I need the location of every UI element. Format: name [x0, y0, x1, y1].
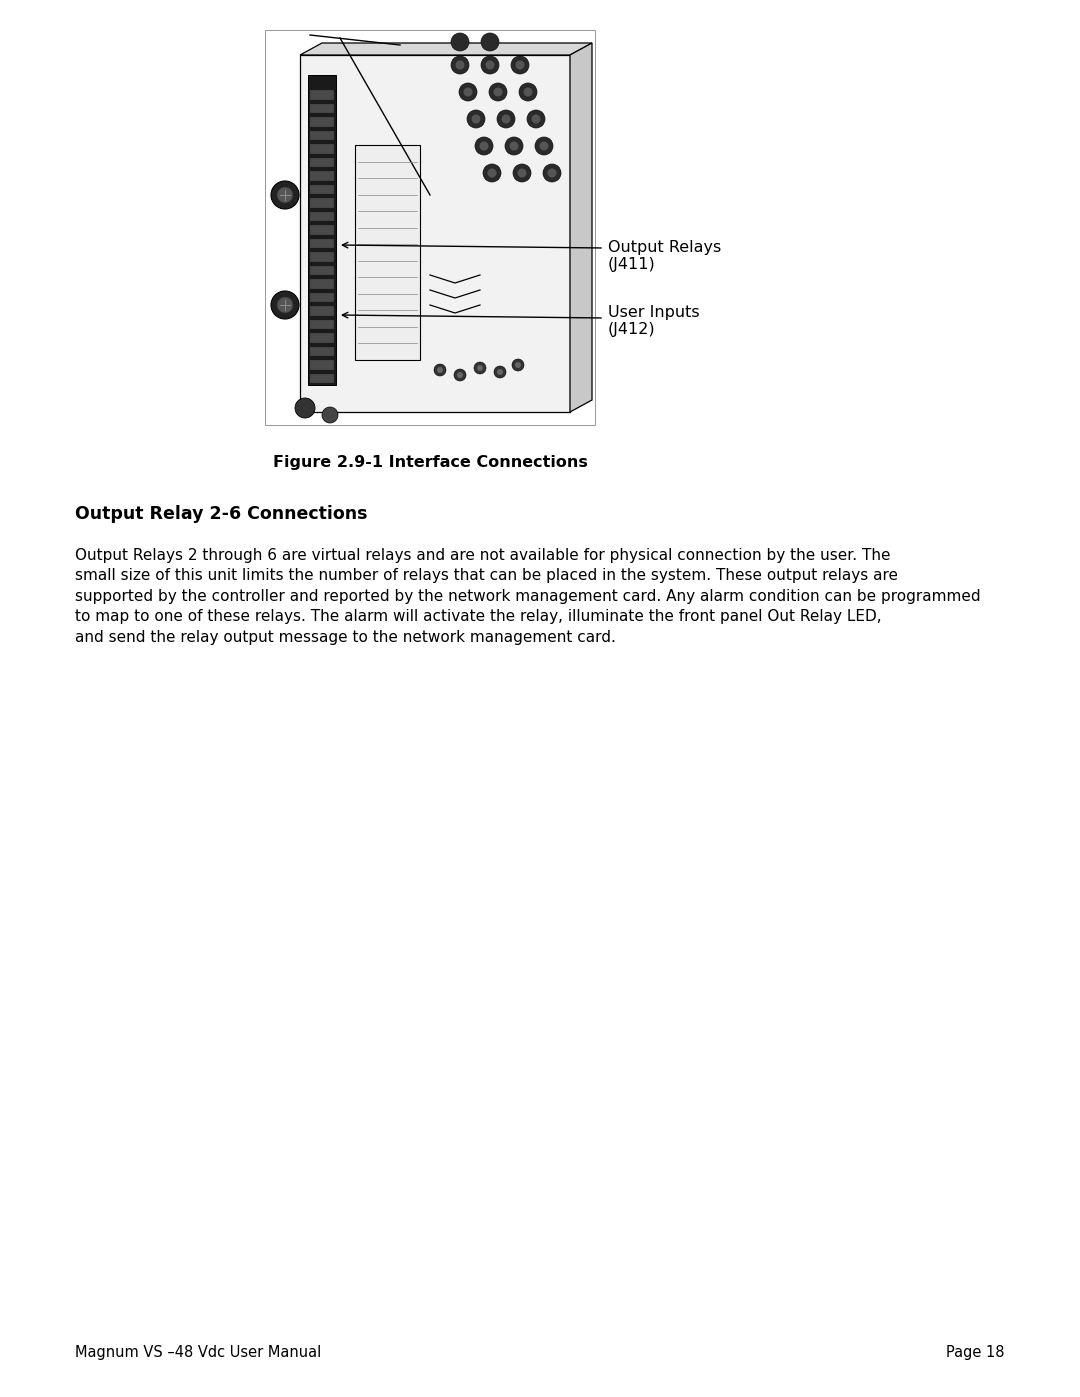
- Circle shape: [519, 82, 537, 101]
- Bar: [310, 103, 334, 113]
- Circle shape: [487, 169, 497, 177]
- Circle shape: [515, 362, 521, 367]
- Circle shape: [451, 56, 469, 74]
- Bar: [310, 279, 334, 289]
- Polygon shape: [300, 43, 592, 54]
- Bar: [310, 184, 334, 194]
- Circle shape: [474, 362, 486, 374]
- Circle shape: [517, 169, 527, 177]
- Bar: [310, 117, 334, 127]
- Circle shape: [540, 141, 549, 151]
- Text: Figure 2.9-1 Interface Connections: Figure 2.9-1 Interface Connections: [272, 455, 588, 469]
- Text: Output Relays
(J411): Output Relays (J411): [608, 240, 721, 272]
- Circle shape: [271, 291, 299, 319]
- Circle shape: [483, 163, 501, 182]
- Bar: [308, 75, 336, 386]
- Circle shape: [512, 359, 524, 372]
- Circle shape: [451, 34, 469, 52]
- Bar: [310, 91, 334, 101]
- Circle shape: [456, 60, 464, 70]
- Polygon shape: [570, 43, 592, 412]
- Circle shape: [511, 56, 529, 74]
- Bar: [265, 29, 595, 425]
- Bar: [310, 225, 334, 235]
- Bar: [310, 265, 334, 275]
- Circle shape: [548, 169, 556, 177]
- Text: Output Relays 2 through 6 are virtual relays and are not available for physical : Output Relays 2 through 6 are virtual re…: [75, 548, 981, 644]
- Circle shape: [494, 366, 507, 379]
- Circle shape: [494, 88, 502, 96]
- Circle shape: [467, 110, 485, 129]
- Text: Magnum VS –48 Vdc User Manual: Magnum VS –48 Vdc User Manual: [75, 1345, 321, 1361]
- Text: User Inputs
(J412): User Inputs (J412): [608, 305, 700, 338]
- Circle shape: [475, 137, 492, 155]
- Circle shape: [481, 56, 499, 74]
- Circle shape: [497, 110, 515, 129]
- Circle shape: [459, 82, 477, 101]
- Circle shape: [486, 60, 495, 70]
- Bar: [310, 198, 334, 208]
- Circle shape: [463, 88, 473, 96]
- Circle shape: [515, 60, 525, 70]
- Circle shape: [437, 367, 443, 373]
- Circle shape: [276, 187, 293, 203]
- Circle shape: [457, 372, 463, 379]
- Circle shape: [454, 369, 465, 381]
- Circle shape: [322, 407, 338, 423]
- Bar: [310, 293, 334, 302]
- Circle shape: [505, 137, 523, 155]
- Bar: [310, 172, 334, 180]
- Circle shape: [295, 398, 315, 418]
- Bar: [310, 253, 334, 261]
- Circle shape: [434, 365, 446, 376]
- Bar: [310, 144, 334, 154]
- Bar: [310, 212, 334, 221]
- Circle shape: [480, 141, 488, 151]
- Bar: [310, 360, 334, 369]
- Bar: [310, 306, 334, 316]
- Circle shape: [524, 88, 532, 96]
- Bar: [355, 145, 420, 360]
- Circle shape: [535, 137, 553, 155]
- Circle shape: [543, 163, 561, 182]
- Circle shape: [501, 115, 511, 123]
- Text: Page 18: Page 18: [946, 1345, 1005, 1361]
- Circle shape: [276, 298, 293, 313]
- Circle shape: [510, 141, 518, 151]
- Circle shape: [477, 365, 483, 372]
- Circle shape: [271, 182, 299, 210]
- Text: Output Relay 2-6 Connections: Output Relay 2-6 Connections: [75, 504, 367, 522]
- Polygon shape: [300, 54, 570, 412]
- Circle shape: [497, 369, 503, 374]
- Circle shape: [472, 115, 481, 123]
- Bar: [310, 239, 334, 249]
- Circle shape: [481, 34, 499, 52]
- Bar: [310, 346, 334, 356]
- Circle shape: [489, 82, 507, 101]
- Bar: [310, 373, 334, 383]
- Circle shape: [527, 110, 545, 129]
- Bar: [310, 332, 334, 342]
- Bar: [310, 320, 334, 330]
- Circle shape: [531, 115, 540, 123]
- Bar: [310, 158, 334, 168]
- Bar: [310, 131, 334, 140]
- Circle shape: [513, 163, 531, 182]
